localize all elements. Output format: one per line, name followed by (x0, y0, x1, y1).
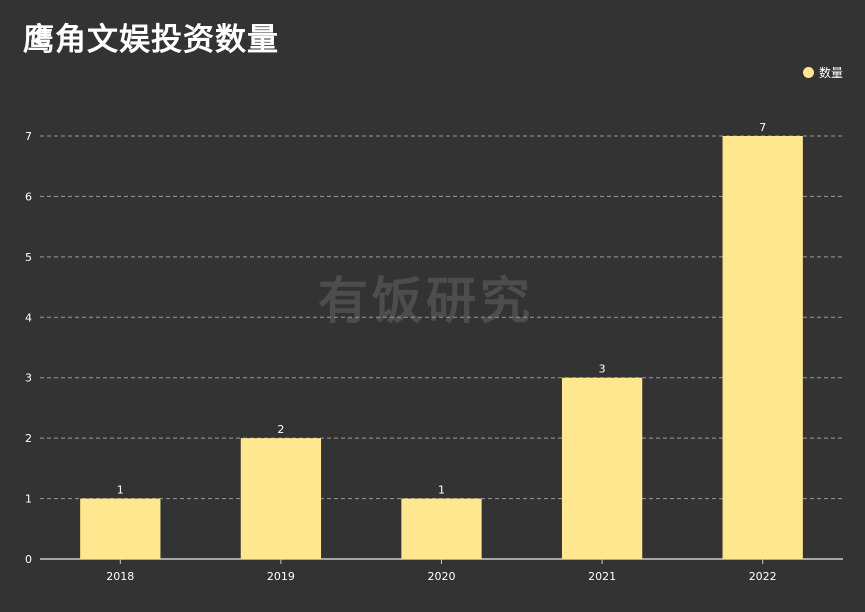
y-tick-label: 1 (25, 493, 32, 506)
y-tick-label: 4 (25, 311, 32, 324)
x-tick-label-2021: 2021 (588, 570, 616, 583)
legend-label: 数量 (818, 66, 843, 80)
x-tick-label-2019: 2019 (267, 570, 295, 583)
chart-title: 鹰角文娱投资数量 (23, 22, 279, 58)
data-label-2020: 1 (438, 484, 445, 497)
x-tick-label-2022: 2022 (749, 570, 777, 583)
y-tick-label: 5 (25, 251, 32, 264)
y-tick-label: 0 (25, 553, 32, 566)
y-tick-label: 3 (25, 372, 32, 385)
watermark: 有饭研究 (318, 272, 534, 330)
bar-2018[interactable] (80, 498, 161, 559)
data-label-2018: 1 (117, 484, 124, 497)
legend[interactable]: 数量 (802, 64, 843, 81)
bar-2021[interactable] (561, 377, 643, 559)
bar-2019[interactable] (240, 438, 322, 559)
x-tick-label-2020: 2020 (428, 570, 456, 583)
data-label-2021: 3 (599, 363, 606, 376)
bar-2022[interactable] (722, 136, 803, 559)
y-tick-label: 7 (25, 130, 32, 143)
data-label-2022: 7 (759, 121, 766, 134)
y-tick-label: 6 (25, 190, 32, 203)
y-tick-label: 2 (25, 432, 32, 445)
bar-2020[interactable] (401, 498, 482, 559)
data-label-2019: 2 (277, 423, 284, 436)
x-tick-label-2018: 2018 (106, 570, 134, 583)
legend-swatch-icon (802, 67, 814, 78)
